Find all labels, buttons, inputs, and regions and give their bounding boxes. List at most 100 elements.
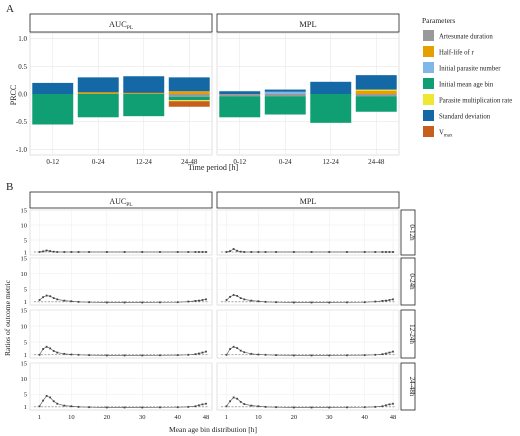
- ratio-point: [187, 300, 190, 303]
- ratio-point: [385, 404, 387, 407]
- ratio-point: [56, 251, 59, 253]
- ratio-point: [257, 251, 260, 253]
- ratio-point: [381, 353, 384, 356]
- prcc-bar-segment: [168, 77, 210, 92]
- ratio-point: [70, 251, 73, 253]
- ratio-point: [250, 352, 253, 355]
- facet-title-sub: PL: [126, 202, 133, 208]
- ratio-point: [381, 405, 384, 408]
- ratio-point: [49, 295, 52, 298]
- panel-a-label: A: [6, 3, 14, 15]
- ratio-point: [45, 249, 48, 252]
- legend-label: Initial mean age bin: [439, 82, 494, 89]
- ratio-point: [392, 251, 394, 253]
- panel-a-y-tick-label: 1.0: [18, 35, 27, 43]
- ratio-point: [232, 345, 235, 348]
- ratio-point: [63, 352, 66, 355]
- panel-b-plot-area: 15 10 5 1 0-12h 15 10 5 1 0-24h 15 10 5 1 12-24h 15 10 5 1…: [21, 207, 417, 421]
- ratio-point: [49, 347, 52, 350]
- ratio-point: [187, 251, 190, 253]
- panel-a-x-tick-label: 0-24: [92, 158, 105, 166]
- ratio-point: [229, 348, 231, 350]
- panel-b-y-tick-label: 15: [21, 207, 28, 214]
- ratio-point: [141, 251, 144, 253]
- svg-text:MPL: MPL: [299, 19, 316, 29]
- ratio-point: [264, 405, 267, 408]
- facet-title-main: MPL: [300, 197, 317, 206]
- panel-b-facet-background: [216, 309, 400, 359]
- ratio-point: [385, 299, 387, 302]
- panel-a-facet-strip-aucpl: AUCPL: [29, 13, 213, 33]
- prcc-bar-segment: [355, 89, 397, 91]
- ratio-point: [176, 301, 179, 304]
- panel-a-x-tick-label: 0-12: [233, 158, 246, 166]
- ratio-point: [385, 352, 387, 355]
- ratio-point: [250, 404, 253, 407]
- panel-a-y-axis-label: PRCC: [9, 85, 18, 105]
- prcc-bar-segment: [77, 94, 119, 118]
- legend-swatch: [423, 126, 434, 137]
- panel-b-facet-background: [29, 362, 213, 411]
- panel-b-x-tick-label: 1: [225, 414, 228, 421]
- ratio-point: [63, 251, 66, 253]
- ratio-point: [392, 298, 394, 301]
- ratio-point: [176, 406, 179, 409]
- ratio-point: [88, 406, 91, 409]
- ratio-point: [159, 354, 161, 357]
- ratio-point: [243, 403, 246, 405]
- ratio-point: [374, 251, 377, 253]
- ratio-point: [229, 295, 231, 298]
- legend-label: Artesunate duration: [439, 34, 493, 41]
- legend-label-main: Standard deviation: [439, 114, 491, 121]
- ratio-point: [243, 351, 246, 354]
- legend-label-main: Parasite multiplication rate: [439, 98, 512, 105]
- panel-b-x-tick-label: 40: [174, 414, 181, 421]
- panel-b-row-strip-label: 0-12h: [408, 224, 416, 241]
- ratio-point: [236, 397, 239, 400]
- legend-label-main: Initial mean age bin: [439, 82, 494, 89]
- ratio-point: [88, 354, 91, 357]
- ratio-point: [292, 251, 295, 253]
- panel-a-x-axis-label: Time period [h]: [188, 163, 239, 172]
- panel-b-x-tick-label: 40: [361, 414, 368, 421]
- panel-b-facet-background: [29, 257, 213, 306]
- ratio-point: [232, 294, 235, 296]
- svg-text:AUCPL: AUCPL: [109, 19, 134, 31]
- ratio-point: [385, 251, 387, 253]
- ratio-point: [292, 354, 295, 357]
- ratio-point: [49, 250, 52, 252]
- panel-b-y-tick-label: 10: [21, 271, 28, 278]
- legend-label: Half-life of r: [439, 50, 474, 57]
- legend-label: Vmax: [439, 130, 453, 139]
- ratio-point: [205, 251, 207, 253]
- ratio-point: [346, 301, 348, 304]
- ratio-point: [194, 405, 197, 408]
- panel-b-facet-background: [216, 209, 400, 256]
- ratio-point: [123, 301, 126, 304]
- panel-b-y-tick-label: 10: [21, 222, 28, 229]
- ratio-point: [374, 300, 377, 303]
- ratio-point: [187, 405, 190, 408]
- facet-title-sub: PL: [127, 25, 134, 31]
- ratio-point: [264, 353, 267, 356]
- ratio-point: [194, 300, 197, 302]
- panel-b-y-tick-label: 5: [24, 237, 27, 244]
- ratio-point: [56, 351, 59, 354]
- prcc-bar-segment: [168, 100, 210, 102]
- ratio-point: [198, 299, 200, 302]
- prcc-bar-segment: [264, 89, 306, 92]
- ratio-point: [201, 251, 204, 253]
- ratio-point: [328, 354, 331, 357]
- ratio-point: [201, 351, 204, 354]
- panel-a-y-tick-label: 0.5: [18, 63, 27, 71]
- panel-b-y-tick-label: 1: [24, 352, 27, 359]
- ratio-point: [205, 402, 207, 405]
- panel-b-x-tick-label: 30: [326, 414, 333, 421]
- ratio-point: [292, 301, 295, 304]
- ratio-point: [328, 406, 331, 409]
- ratio-point: [392, 402, 394, 405]
- ratio-point: [388, 351, 391, 354]
- ratio-point: [88, 301, 91, 304]
- ratio-point: [236, 295, 239, 297]
- ratio-point: [159, 406, 161, 409]
